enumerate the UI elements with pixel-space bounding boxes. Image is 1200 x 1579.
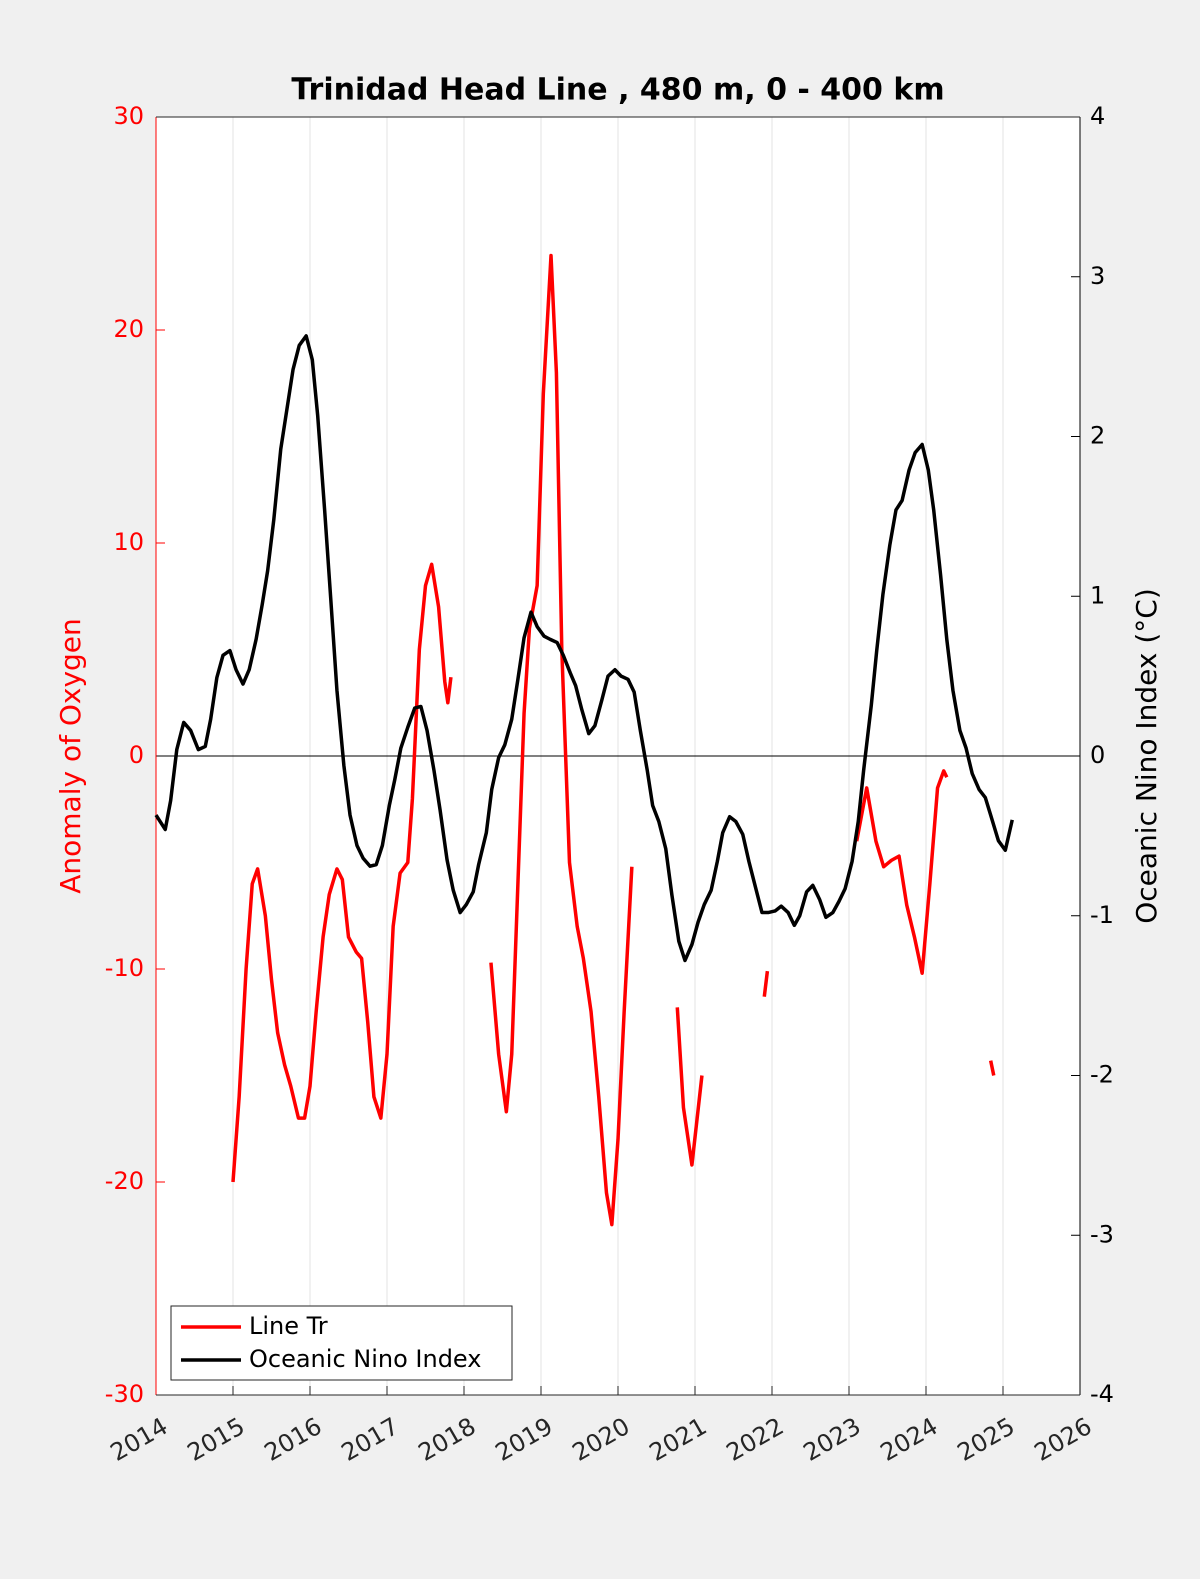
y2-tick-label: 3	[1090, 262, 1105, 290]
y-tick-label: 10	[113, 528, 144, 556]
x-tick-label: 2015	[183, 1412, 250, 1467]
y2-tick-label: -2	[1090, 1061, 1114, 1089]
legend-label: Oceanic Nino Index	[249, 1345, 481, 1373]
chart-title: Trinidad Head Line , 480 m, 0 - 400 km	[291, 73, 944, 108]
y2-tick-label: 0	[1090, 741, 1105, 769]
y-tick-label: 0	[129, 741, 144, 769]
x-tick-label: 2019	[491, 1412, 558, 1467]
x-tick-label: 2024	[876, 1412, 943, 1467]
x-tick-label: 2022	[722, 1412, 789, 1467]
series-line	[154, 334, 1014, 963]
x-tick-label: 2017	[337, 1412, 404, 1467]
y-tick-label: -10	[105, 954, 144, 982]
x-tick-label: 2023	[799, 1412, 866, 1467]
y2-tick-label: -4	[1090, 1380, 1114, 1408]
x-tick-label: 2025	[953, 1412, 1020, 1467]
legend-box	[170, 1305, 513, 1381]
y-tick-label: 20	[113, 315, 144, 343]
y2-tick-label: -3	[1090, 1220, 1114, 1248]
y2-axis-label: Oceanic Nino Index (°C)	[1130, 588, 1163, 924]
y2-tick-label: 2	[1090, 422, 1105, 450]
series-line	[231, 253, 996, 1227]
y-tick-label: -20	[105, 1167, 144, 1195]
y-tick-label: 30	[113, 102, 144, 130]
x-tick-label: 2014	[106, 1412, 173, 1467]
legend-label: Line Tr	[249, 1312, 328, 1340]
y-tick-label: -30	[105, 1380, 144, 1408]
y2-tick-label: 4	[1090, 102, 1105, 130]
x-tick-label: 2018	[414, 1412, 481, 1467]
x-tick-label: 2016	[260, 1412, 327, 1467]
x-tick-label: 2020	[568, 1412, 635, 1467]
y-axis-label: Anomaly of Oxygen	[54, 618, 87, 894]
y2-tick-label: -1	[1090, 901, 1114, 929]
y2-tick-label: 1	[1090, 581, 1105, 609]
x-tick-label: 2021	[645, 1412, 712, 1467]
x-tick-label: 2026	[1030, 1412, 1097, 1467]
